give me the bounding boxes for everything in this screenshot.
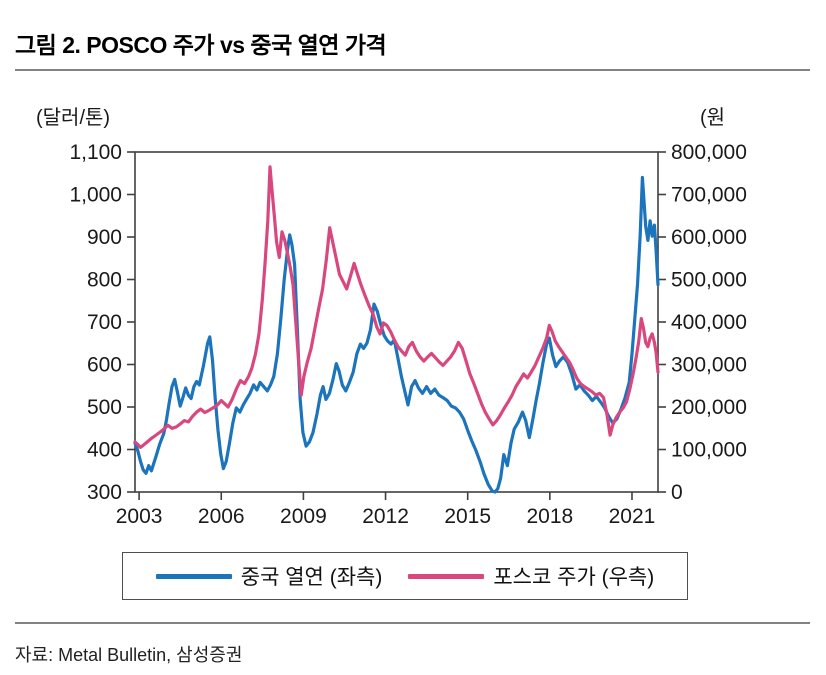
left-axis-tick-label: 400 — [87, 439, 122, 462]
right-axis-tick-label: 600,000 — [671, 226, 747, 249]
legend-item-china-hrc: 중국 열연 (좌측) — [155, 561, 383, 591]
right-axis-tick-label: 700,000 — [671, 184, 747, 207]
right-axis-tick-label: 500,000 — [671, 269, 747, 292]
source-note: 자료: Metal Bulletin, 삼성증권 — [15, 645, 243, 665]
x-axis-tick-label: 2006 — [198, 505, 245, 528]
right-axis-tick-label: 300,000 — [671, 354, 747, 377]
left-axis-tick-label: 800 — [87, 269, 122, 292]
chart-legend: 중국 열연 (좌측) 포스코 주가 (우측) — [122, 552, 688, 600]
left-axis-tick-label: 700 — [87, 311, 122, 334]
left-axis-tick-label: 300 — [87, 481, 122, 504]
legend-line-posco — [408, 573, 485, 579]
legend-item-posco: 포스코 주가 (우측) — [408, 561, 654, 591]
right-axis-tick-label: 100,000 — [671, 439, 747, 462]
series-line-posco — [133, 165, 660, 449]
left-axis-tick-label: 600 — [87, 354, 122, 377]
left-axis-unit-label: (달러/톤) — [36, 107, 111, 129]
right-axis-tick-label: 400,000 — [671, 311, 747, 334]
right-axis-unit-label: (원 — [700, 107, 726, 129]
left-axis-tick-label: 900 — [87, 226, 122, 249]
x-axis-tick-label: 2021 — [609, 505, 656, 528]
legend-label-china-hrc: 중국 열연 (좌측) — [240, 566, 383, 589]
x-axis-tick-label: 2003 — [116, 505, 163, 528]
right-axis-tick-label: 200,000 — [671, 396, 747, 419]
legend-label-posco: 포스코 주가 (우측) — [493, 566, 655, 589]
plot-frame — [134, 151, 659, 493]
title-divider — [15, 69, 810, 71]
x-axis-tick-label: 2009 — [280, 505, 327, 528]
left-axis-tick-label: 1,100 — [69, 141, 122, 164]
series-line-china-hrc — [133, 175, 660, 494]
x-axis-tick-label: 2015 — [444, 505, 491, 528]
source-divider — [15, 622, 810, 624]
legend-line-china-hrc — [155, 573, 232, 579]
left-axis-tick-label: 500 — [87, 396, 122, 419]
right-axis-tick-label: 0 — [671, 481, 683, 504]
x-axis-tick-label: 2018 — [526, 505, 573, 528]
x-axis-tick-label: 2012 — [362, 505, 409, 528]
figure-title: 그림 2. POSCO 주가 vs 중국 열연 가격 — [15, 32, 387, 58]
left-axis-tick-label: 1,000 — [69, 184, 122, 207]
right-axis-tick-label: 800,000 — [671, 141, 747, 164]
